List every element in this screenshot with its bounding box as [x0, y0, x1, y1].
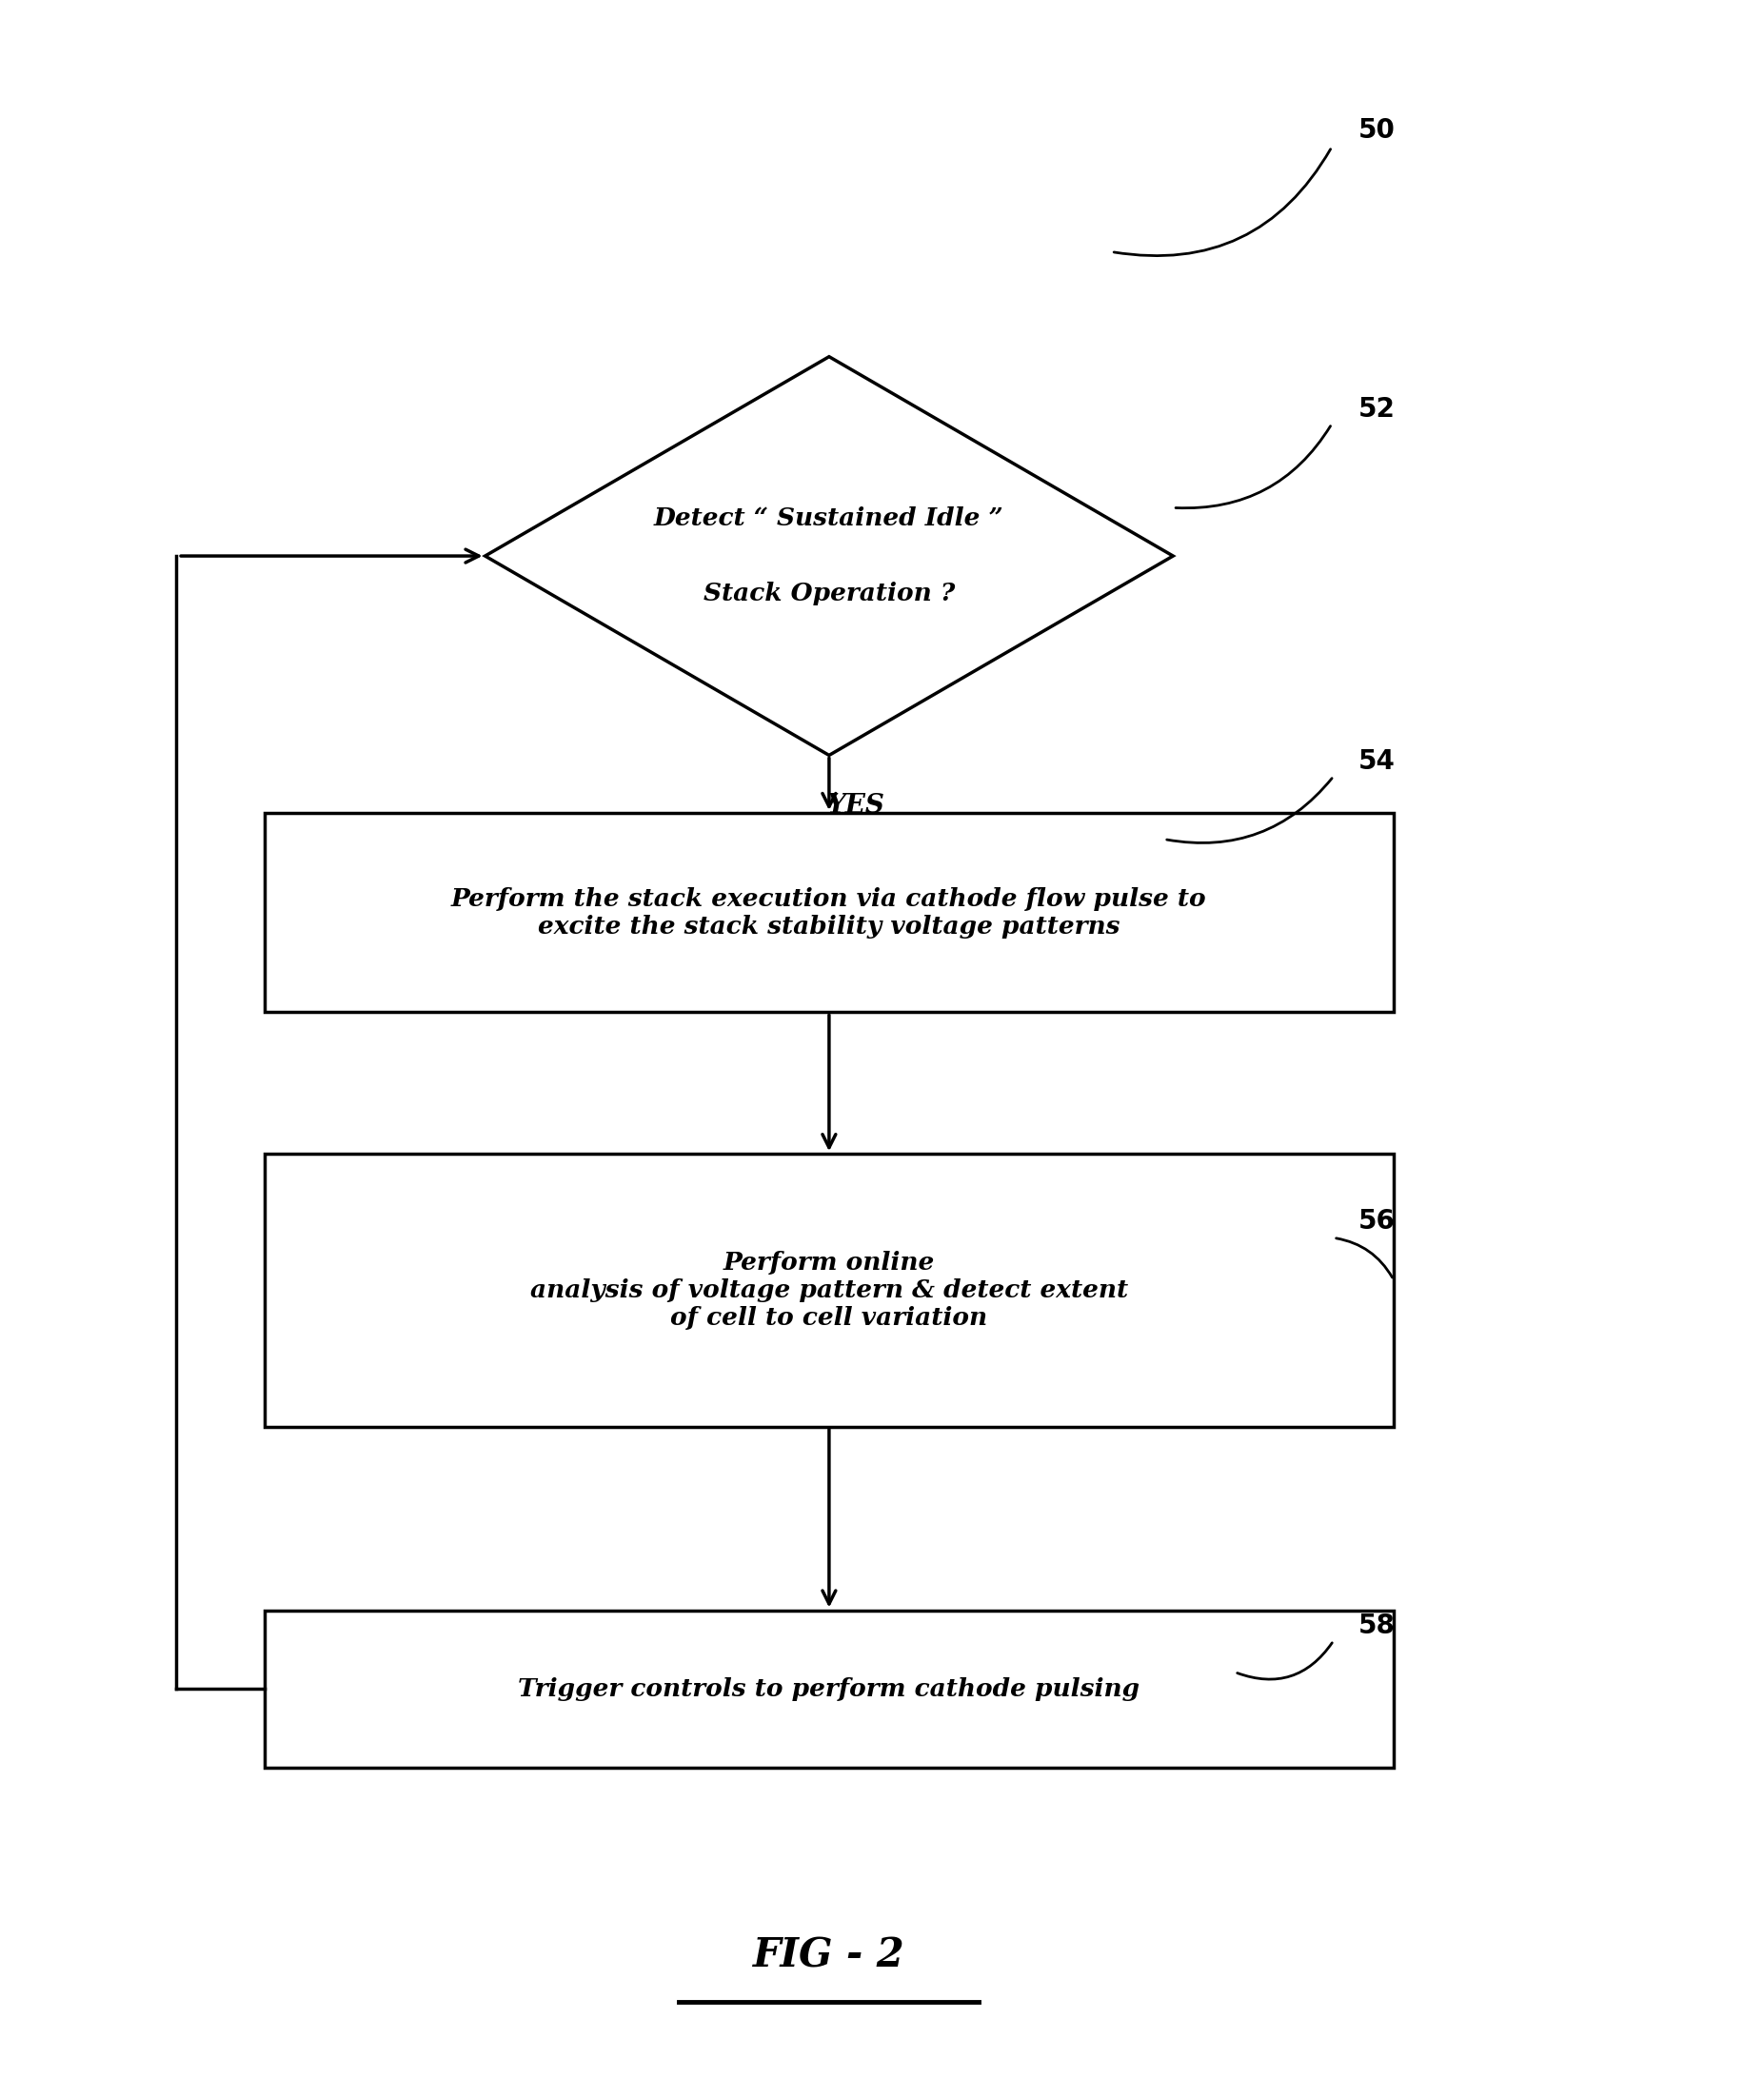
- Polygon shape: [485, 357, 1173, 755]
- Text: Detect “ Sustained Idle ”: Detect “ Sustained Idle ”: [654, 506, 1004, 531]
- Text: Perform online
analysis of voltage pattern & detect extent
of cell to cell varia: Perform online analysis of voltage patte…: [531, 1250, 1127, 1330]
- Text: 54: 54: [1358, 749, 1395, 774]
- FancyBboxPatch shape: [265, 1611, 1394, 1767]
- Text: Stack Operation ?: Stack Operation ?: [704, 581, 954, 606]
- Text: 52: 52: [1358, 397, 1395, 422]
- Text: Trigger controls to perform cathode pulsing: Trigger controls to perform cathode puls…: [519, 1676, 1140, 1701]
- Text: Perform the stack execution via cathode flow pulse to
excite the stack stability: Perform the stack execution via cathode …: [452, 887, 1207, 938]
- Text: FIG - 2: FIG - 2: [753, 1934, 905, 1976]
- Text: YES: YES: [827, 793, 884, 818]
- FancyBboxPatch shape: [265, 1154, 1394, 1427]
- FancyBboxPatch shape: [265, 814, 1394, 1013]
- Text: 50: 50: [1358, 117, 1395, 143]
- Text: 58: 58: [1358, 1613, 1395, 1639]
- Text: 56: 56: [1358, 1208, 1395, 1234]
